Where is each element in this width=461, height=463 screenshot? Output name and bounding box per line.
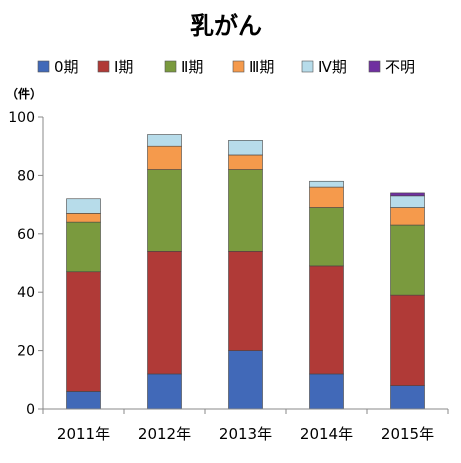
bar-segment (66, 221, 101, 273)
legend-swatch (368, 60, 381, 73)
chart-title: 乳がん (190, 12, 262, 40)
x-tick-label: 2015年 (381, 425, 434, 443)
legend: 0期 Ⅰ期 Ⅱ期 Ⅲ期 Ⅳ期 不明 (37, 58, 415, 76)
x-tick-label: 2011年 (57, 425, 110, 443)
y-tick-label: 80 (17, 168, 35, 184)
legend-swatch (97, 60, 110, 73)
bar-segment (228, 154, 263, 170)
bar-segment (66, 213, 101, 223)
y-tick-label: 20 (17, 344, 35, 360)
bar-segment (390, 294, 425, 386)
x-tick-label: 2014年 (300, 425, 353, 443)
bar-segment (309, 265, 344, 375)
bar-segment (390, 192, 425, 197)
bar-segment (66, 391, 101, 410)
y-tick-label: 40 (17, 285, 35, 301)
bar-segment (228, 140, 263, 156)
bar-segment (390, 224, 425, 296)
bar-segment (147, 145, 182, 170)
bar-segment (147, 251, 182, 375)
y-tick-label: 60 (17, 227, 35, 243)
x-tick-label: 2013年 (219, 425, 272, 443)
legend-label: Ⅳ期 (318, 58, 347, 76)
bar-segment (390, 195, 425, 208)
y-axis: 0 20 40 60 80 100 (8, 110, 44, 418)
legend-label: Ⅲ期 (249, 58, 274, 76)
legend-label: Ⅰ期 (114, 58, 133, 76)
bar-segment (228, 350, 263, 410)
bar-segment (66, 271, 101, 392)
bar-segment (147, 134, 182, 147)
x-axis: 2011年 2012年 2013年 2014年 2015年 (42, 408, 449, 443)
x-tick-label: 2012年 (138, 425, 191, 443)
bar-segment (309, 180, 344, 188)
legend-swatch (164, 60, 177, 73)
bar-segment (309, 373, 344, 410)
bar-segment (390, 385, 425, 410)
legend-label: Ⅱ期 (181, 58, 203, 76)
legend-swatch (232, 60, 245, 73)
legend-label: 0期 (54, 58, 79, 76)
bar-segment (228, 169, 263, 252)
bar-segment (390, 207, 425, 226)
bar-segment (66, 198, 101, 214)
bar-segment (147, 169, 182, 252)
y-tick-label: 0 (26, 402, 35, 418)
bar-segment (309, 207, 344, 267)
bar-segment (147, 373, 182, 410)
bar-segment (228, 251, 263, 351)
bar-segment (309, 186, 344, 208)
y-unit-label: （件） (6, 86, 42, 101)
legend-swatch (37, 60, 50, 73)
legend-label: 不明 (385, 58, 415, 76)
y-tick-label: 100 (8, 110, 35, 126)
bars (66, 134, 425, 410)
legend-swatch (301, 60, 314, 73)
